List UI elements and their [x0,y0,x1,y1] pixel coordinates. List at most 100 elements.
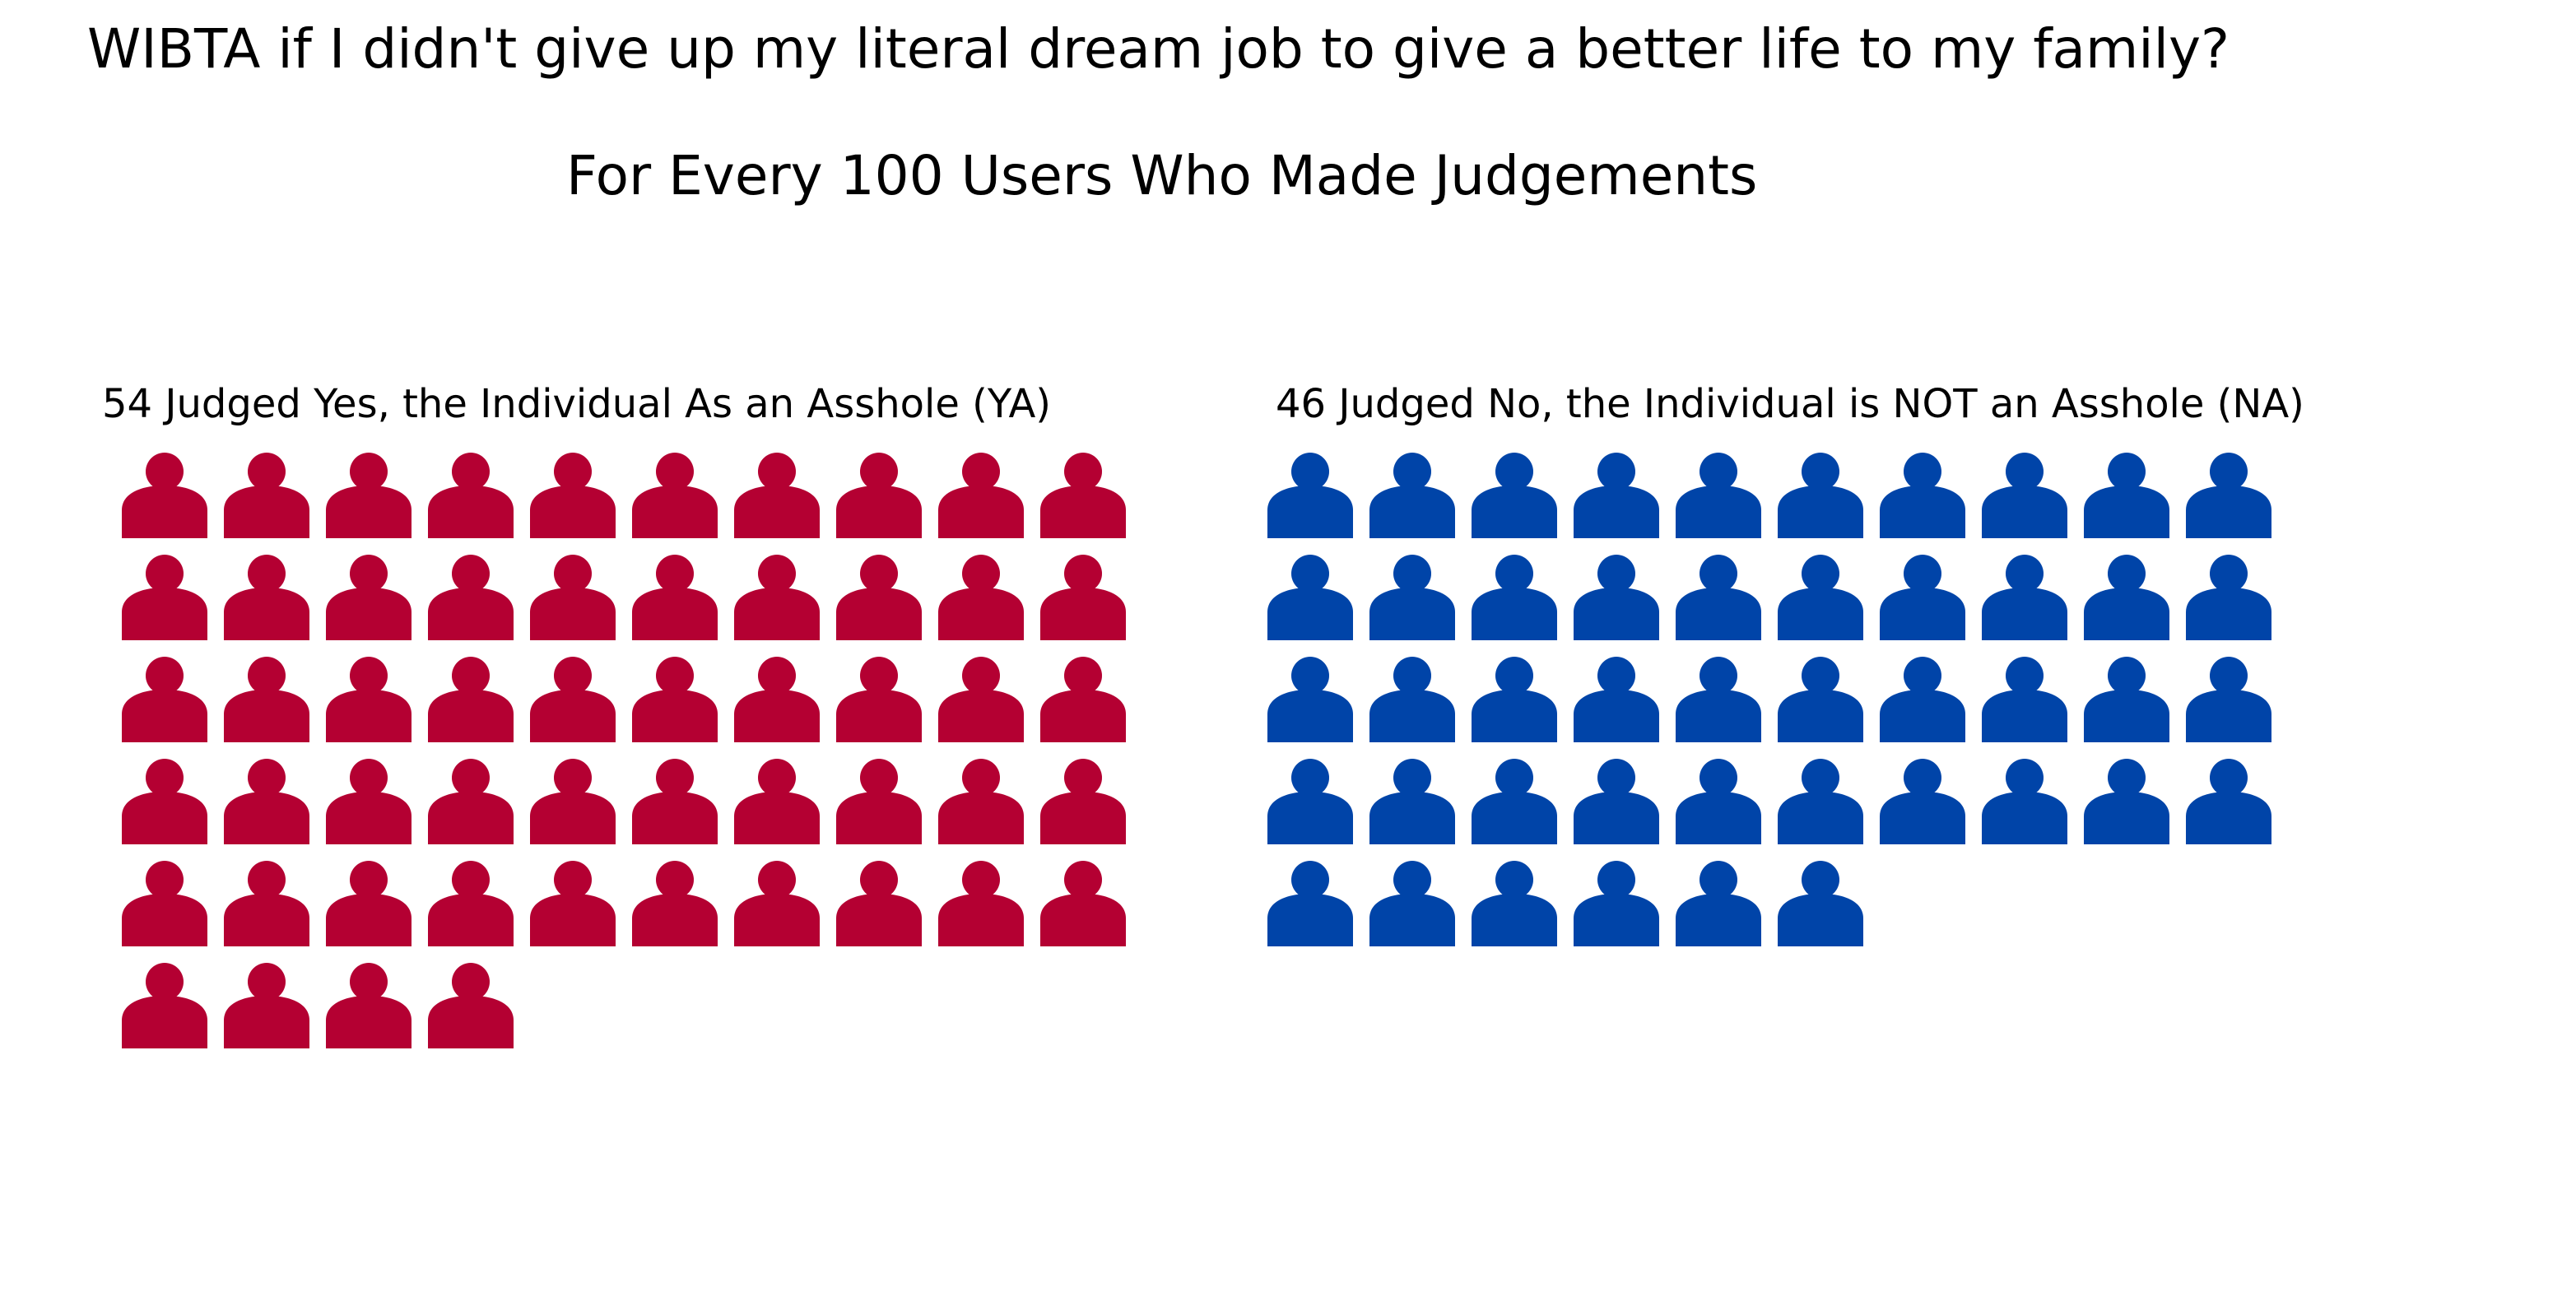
na-person-icon [1778,657,1863,742]
na-person-icon [1472,657,1557,742]
ya-panel-label: 54 Judged Yes, the Individual As an Assh… [102,381,1052,427]
ya-person-icon [122,453,207,538]
ya-person-icon [326,759,412,844]
na-person-icon [2186,759,2271,844]
na-person-icon [1267,453,1353,538]
ya-person-icon [734,453,820,538]
na-person-icon [1574,453,1659,538]
ya-person-icon [428,963,514,1048]
ya-person-icon [224,453,309,538]
na-person-icon [1574,861,1659,946]
na-person-icon [1472,759,1557,844]
ya-person-icon [1040,759,1126,844]
ya-person-icon [632,759,718,844]
na-person-icon [1267,657,1353,742]
ya-person-icon [938,759,1024,844]
ya-person-icon [122,555,207,640]
ya-person-icon [734,759,820,844]
na-person-icon [1369,555,1455,640]
na-person-icon [2084,453,2169,538]
ya-person-icon [938,657,1024,742]
ya-person-icon [938,453,1024,538]
na-person-icon [1880,759,1965,844]
ya-person-icon [1040,555,1126,640]
na-person-icon [1982,555,2067,640]
ya-person-icon [1040,453,1126,538]
ya-person-icon [734,657,820,742]
ya-person-icon [836,657,922,742]
ya-person-icon [836,555,922,640]
ya-person-icon [938,555,1024,640]
ya-person-icon [734,555,820,640]
na-person-icon [1574,657,1659,742]
na-person-icon [1778,453,1863,538]
na-person-icon [1676,555,1761,640]
ya-person-icon [530,759,616,844]
na-person-icon [1267,861,1353,946]
na-waffle-grid [1267,453,2271,946]
ya-person-icon [428,759,514,844]
ya-person-icon [632,657,718,742]
ya-person-icon [734,861,820,946]
ya-person-icon [632,555,718,640]
na-person-icon [1982,453,2067,538]
na-person-icon [2186,453,2271,538]
ya-person-icon [224,555,309,640]
na-person-icon [1267,759,1353,844]
na-person-icon [1778,759,1863,844]
na-person-icon [1880,453,1965,538]
na-person-icon [1472,555,1557,640]
ya-person-icon [122,861,207,946]
chart-title: WIBTA if I didn't give up my literal dre… [87,17,2230,81]
na-person-icon [1676,657,1761,742]
na-person-icon [1369,453,1455,538]
na-person-icon [1880,657,1965,742]
na-person-icon [1778,861,1863,946]
ya-person-icon [428,453,514,538]
ya-person-icon [326,657,412,742]
na-person-icon [2084,657,2169,742]
chart-subtitle: For Every 100 Users Who Made Judgements [566,144,1758,207]
na-person-icon [1880,555,1965,640]
na-person-icon [1369,759,1455,844]
ya-person-icon [632,861,718,946]
na-person-icon [2084,759,2169,844]
ya-person-icon [224,963,309,1048]
ya-person-icon [326,861,412,946]
ya-person-icon [224,657,309,742]
na-person-icon [2186,657,2271,742]
na-person-icon [2084,555,2169,640]
na-person-icon [1369,657,1455,742]
na-person-icon [1676,759,1761,844]
na-person-icon [1574,555,1659,640]
ya-person-icon [530,657,616,742]
na-person-icon [1778,555,1863,640]
ya-person-icon [224,861,309,946]
ya-person-icon [326,453,412,538]
ya-person-icon [530,861,616,946]
ya-person-icon [1040,657,1126,742]
na-person-icon [1574,759,1659,844]
ya-person-icon [122,759,207,844]
ya-person-icon [530,453,616,538]
ya-person-icon [428,861,514,946]
na-person-icon [1472,861,1557,946]
ya-person-icon [326,555,412,640]
ya-person-icon [428,555,514,640]
ya-person-icon [122,963,207,1048]
ya-person-icon [938,861,1024,946]
na-person-icon [1676,861,1761,946]
ya-person-icon [632,453,718,538]
ya-person-icon [1040,861,1126,946]
na-person-icon [1472,453,1557,538]
ya-person-icon [836,453,922,538]
ya-person-icon [326,963,412,1048]
ya-person-icon [836,759,922,844]
ya-person-icon [224,759,309,844]
ya-person-icon [836,861,922,946]
na-person-icon [1369,861,1455,946]
na-person-icon [1982,759,2067,844]
na-person-icon [1982,657,2067,742]
na-person-icon [2186,555,2271,640]
na-panel-label: 46 Judged No, the Individual is NOT an A… [1276,381,2304,427]
